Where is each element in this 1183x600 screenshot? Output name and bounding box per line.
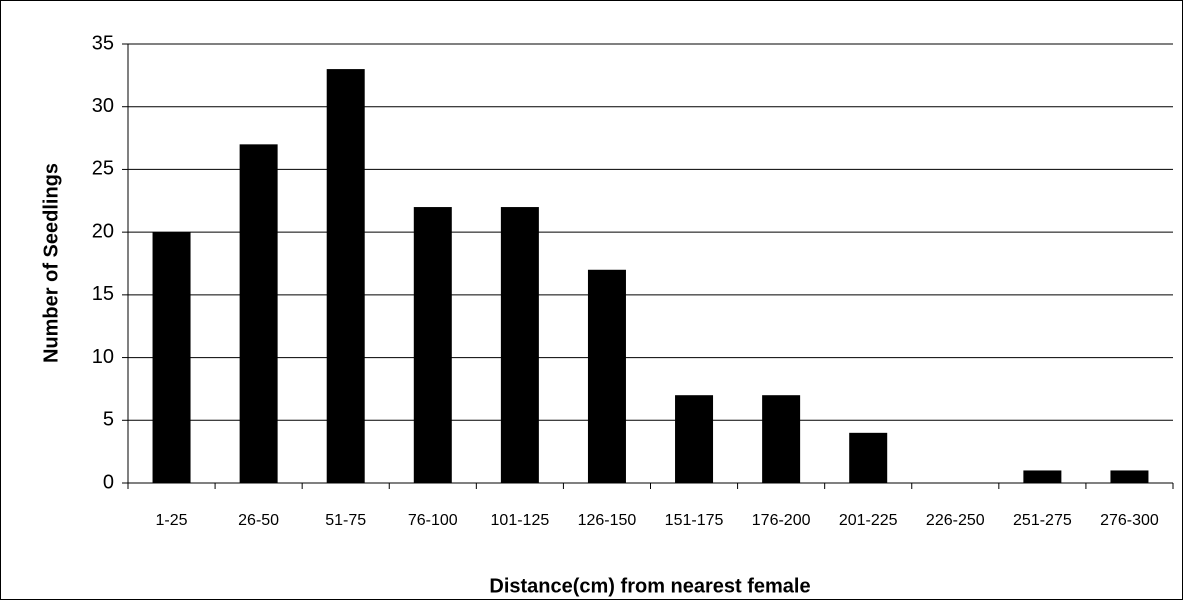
y-tick-label: 15	[92, 283, 114, 305]
y-tick-label: 35	[92, 32, 114, 54]
bar	[152, 232, 191, 483]
x-tick-label: 1-25	[156, 512, 188, 529]
x-tick-label: 251-275	[1013, 512, 1072, 529]
x-tick-label: 76-100	[408, 512, 458, 529]
bar	[675, 395, 714, 483]
bar	[326, 69, 365, 483]
bar	[239, 144, 278, 484]
bar	[849, 432, 888, 483]
y-tick-label: 30	[92, 95, 114, 117]
x-tick-label: 151-175	[665, 512, 724, 529]
x-tick-label: 276-300	[1100, 512, 1159, 529]
x-tick-label: 226-250	[926, 512, 985, 529]
x-tick-label: 51-75	[325, 512, 366, 529]
x-tick-label: 176-200	[752, 512, 811, 529]
y-tick-label: 5	[103, 409, 114, 431]
bar	[587, 269, 626, 483]
y-tick-label: 25	[92, 158, 114, 180]
bar	[413, 207, 452, 484]
y-tick-label: 10	[92, 346, 114, 368]
x-tick-label: 26-50	[238, 512, 279, 529]
y-tick-label: 20	[92, 220, 114, 242]
bar	[1023, 470, 1062, 483]
y-axis-label: Number of Seedlings	[40, 163, 62, 363]
bar	[500, 207, 539, 484]
bar	[762, 395, 801, 483]
y-tick-label: 0	[103, 471, 114, 493]
x-axis-label: Distance(cm) from nearest female	[489, 575, 810, 597]
x-tick-label: 101-125	[491, 512, 550, 529]
x-tick-label: 201-225	[839, 512, 898, 529]
x-tick-label: 126-150	[578, 512, 637, 529]
bar	[1110, 470, 1149, 483]
